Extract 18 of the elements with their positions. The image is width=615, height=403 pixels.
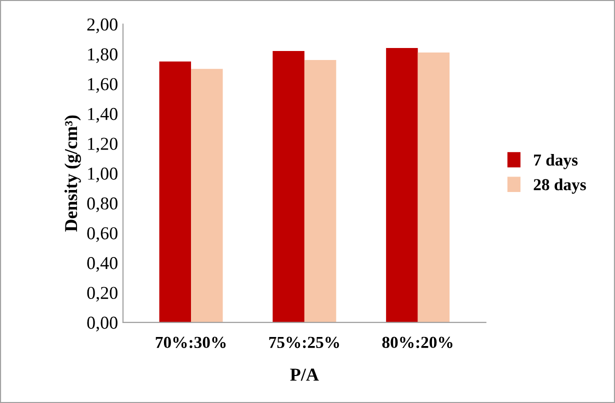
y-tick-label: 0,00 bbox=[87, 316, 118, 332]
y-tick-label: 0,40 bbox=[87, 257, 118, 272]
y-tick-label: 2,00 bbox=[87, 18, 118, 34]
y-axis-title: Density (g/cm³) bbox=[64, 115, 81, 232]
legend-label: 7 days bbox=[534, 154, 578, 170]
y-tick-label: 1,80 bbox=[88, 48, 118, 64]
x-tick-label: 70%:30% bbox=[156, 336, 226, 348]
y-tick-label: 1,60 bbox=[88, 78, 118, 93]
legend-label: 28 days bbox=[534, 178, 586, 194]
y-tick-label: 1,40 bbox=[88, 108, 118, 123]
y-tick-label: 1,20 bbox=[88, 138, 118, 153]
x-axis-title: P/A bbox=[290, 368, 319, 381]
y-tick-label: 0,60 bbox=[87, 227, 118, 242]
y-tick-label: 0,20 bbox=[87, 286, 118, 302]
y-tick-label: 1,00 bbox=[88, 168, 118, 182]
x-tick-label: 75%:25% bbox=[269, 336, 339, 348]
y-tick-label: 0,80 bbox=[87, 197, 118, 212]
x-tick-label: 80%:20% bbox=[382, 336, 452, 348]
